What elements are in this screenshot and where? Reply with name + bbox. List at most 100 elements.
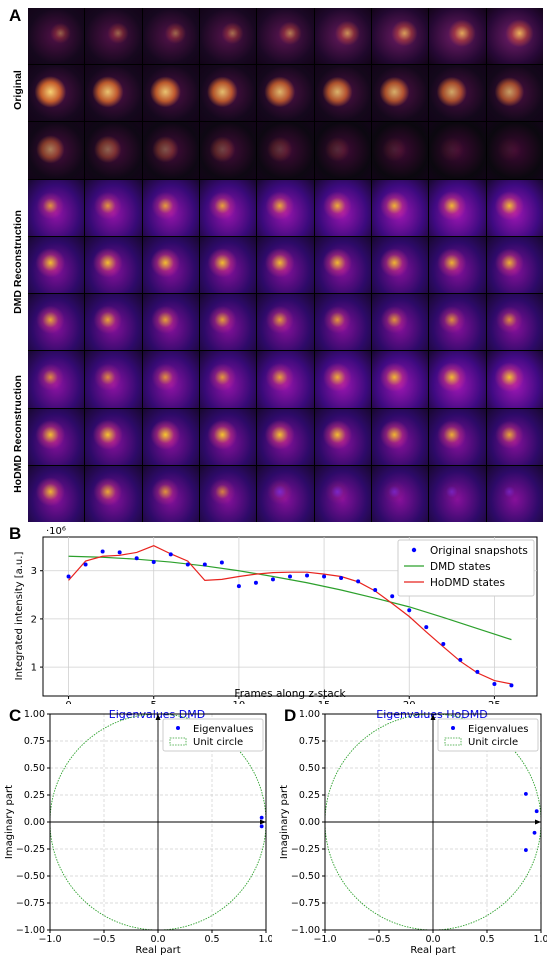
image-tile — [372, 465, 429, 522]
legend-label-original: Original snapshots — [430, 545, 528, 557]
tick-label-x: −0.5 — [92, 934, 115, 945]
tick-label-x: 0.5 — [479, 934, 494, 945]
eigenvalue-point — [259, 815, 264, 820]
image-tile — [429, 179, 486, 236]
series-line-hodmd-states — [68, 545, 512, 685]
microscopy-image-grid — [28, 8, 543, 522]
data-point — [441, 641, 446, 646]
tick-label-y: 0.75 — [24, 736, 45, 747]
eigenvalue-point — [532, 830, 537, 835]
data-point — [424, 625, 429, 630]
tick-label-x: 25 — [488, 700, 501, 704]
image-tile — [372, 294, 429, 351]
tick-label-y: 2 — [31, 614, 37, 625]
image-tile — [257, 351, 314, 408]
plot-frame — [42, 536, 538, 697]
image-tile — [486, 179, 543, 236]
tick-label-x: −1.0 — [38, 934, 61, 945]
exponent-label: ·10⁶ — [46, 526, 66, 537]
image-tile — [314, 408, 371, 465]
row-label-dmd: DMD Reconstruction — [12, 210, 24, 314]
eigenvalues-dmd-chart: Eigenvalues DMD −1.0 −0.5 0.0 0.5 1.01.000.7… — [4, 708, 272, 956]
image-tile — [429, 8, 486, 65]
image-tile — [200, 65, 257, 122]
image-tile — [28, 351, 85, 408]
image-tile — [28, 122, 85, 179]
image-tile — [200, 122, 257, 179]
data-point — [151, 560, 156, 565]
image-tile — [429, 465, 486, 522]
image-tile — [85, 236, 142, 294]
data-point — [288, 574, 292, 579]
image-tile — [85, 122, 142, 179]
data-point — [356, 579, 361, 584]
image-tile — [429, 351, 486, 408]
image-tile — [257, 465, 314, 522]
legend-marker-original — [411, 547, 417, 553]
data-point — [253, 580, 258, 585]
data-point — [305, 573, 310, 578]
data-point — [407, 608, 412, 613]
image-tile — [200, 179, 257, 236]
image-tile — [142, 351, 199, 408]
image-tile — [85, 351, 142, 408]
image-tile — [257, 294, 314, 351]
image-tile — [28, 179, 85, 236]
x-axis-label: Real part — [410, 945, 455, 956]
legend: Original snapshots DMD states HoDMD stat… — [397, 539, 535, 597]
tick-label-y: 0.00 — [299, 817, 320, 828]
image-tile — [486, 408, 543, 465]
tick-label-y: −1.00 — [16, 925, 45, 936]
plot-frame — [49, 713, 267, 931]
real-axis-arrow — [260, 819, 266, 825]
image-tile — [486, 122, 543, 179]
data-point — [202, 562, 207, 567]
tick-label-y: −0.25 — [16, 844, 45, 855]
image-tile — [85, 465, 142, 522]
image-tile — [372, 408, 429, 465]
panel-label-d: D — [284, 706, 297, 725]
data-point — [373, 588, 378, 592]
tick-label-y: −0.75 — [291, 898, 320, 909]
tick-label-y: 3 — [31, 566, 37, 577]
tick-label-y: 1 — [31, 663, 37, 674]
image-tile — [28, 465, 85, 522]
tick-label-x: 20 — [403, 700, 416, 704]
image-tile — [486, 351, 543, 408]
image-tile — [142, 236, 199, 294]
data-point — [270, 577, 275, 582]
data-point — [236, 584, 241, 589]
image-tile — [200, 236, 257, 294]
image-tile — [372, 179, 429, 236]
tick-label-x: 15 — [318, 700, 331, 704]
tick-label-x: 10 — [233, 700, 246, 704]
x-axis-label: Frames along z-stack — [234, 688, 346, 700]
data-point — [492, 681, 497, 686]
image-tile — [85, 65, 142, 122]
tick-label-y: 0.50 — [299, 763, 320, 774]
image-tile — [142, 465, 199, 522]
image-tile — [429, 294, 486, 351]
image-tile — [429, 65, 486, 122]
legend-marker-unit-circle — [169, 737, 187, 746]
tick-label-y: 0.25 — [299, 790, 320, 801]
image-tile — [142, 8, 199, 65]
image-tile — [200, 351, 257, 408]
data-point — [134, 556, 139, 561]
tick-label-x: 0.5 — [204, 934, 219, 945]
tick-label-x: 0 — [65, 700, 71, 704]
eigenvalue-point — [259, 824, 264, 829]
image-tile — [200, 8, 257, 65]
image-tile — [28, 408, 85, 465]
image-tile — [85, 408, 142, 465]
tick-label-y: 0.50 — [24, 763, 45, 774]
tick-label-x: 1.0 — [533, 934, 547, 945]
image-tile — [372, 122, 429, 179]
image-tile — [85, 179, 142, 236]
row-label-hodmd: HoDMD Reconstruction — [12, 375, 24, 493]
tick-label-x: −0.5 — [367, 934, 390, 945]
image-tile — [142, 122, 199, 179]
data-point — [66, 574, 71, 579]
image-tile — [142, 179, 199, 236]
image-tile — [486, 65, 543, 122]
